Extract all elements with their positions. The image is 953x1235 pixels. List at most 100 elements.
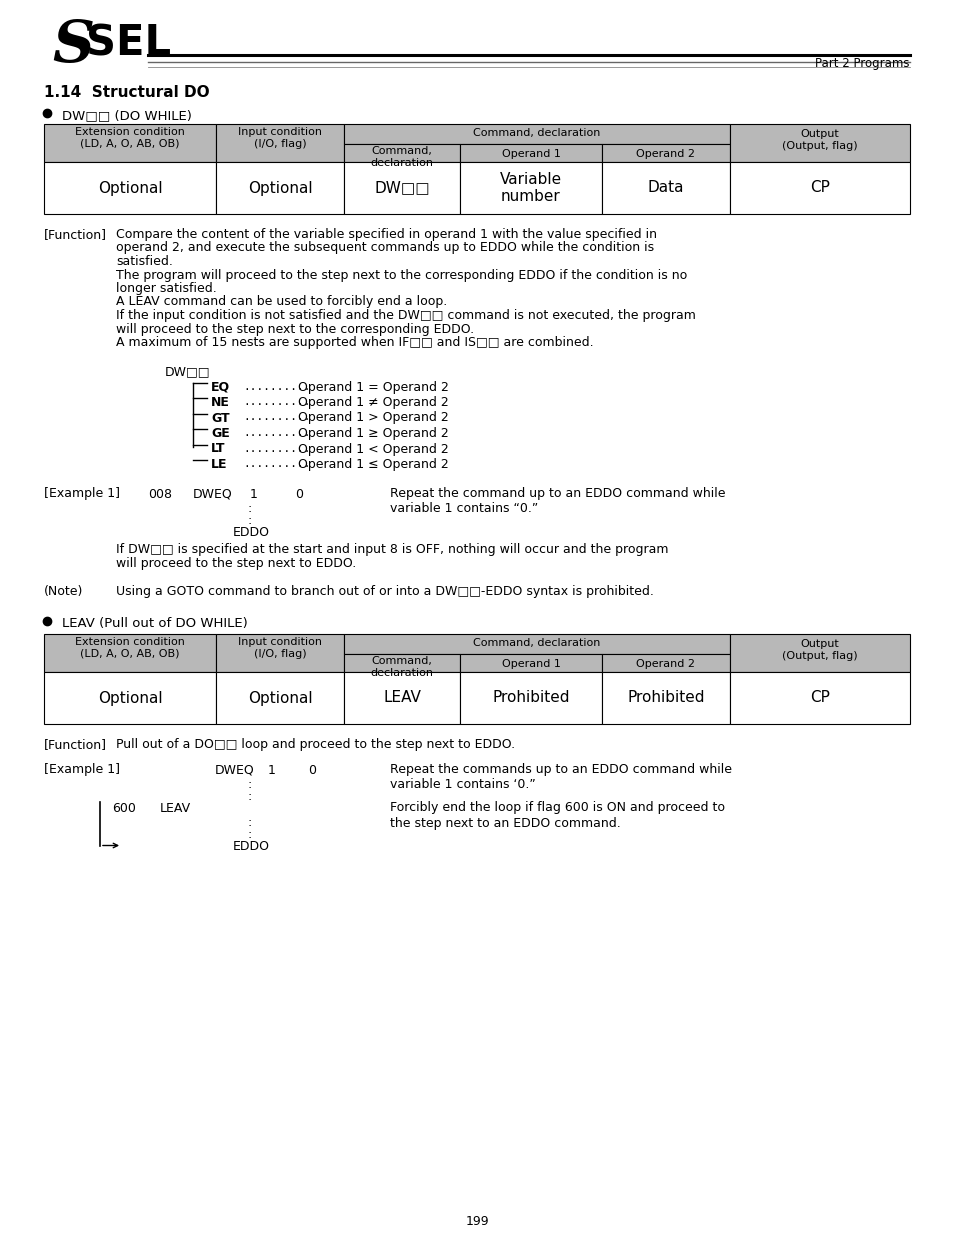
Text: ..........: .......... xyxy=(243,412,310,422)
Text: operand 2, and execute the subsequent commands up to EDDO while the condition is: operand 2, and execute the subsequent co… xyxy=(116,242,654,254)
Text: DWEQ: DWEQ xyxy=(214,763,254,777)
Text: [Example 1]: [Example 1] xyxy=(44,763,120,777)
Text: ..........: .......... xyxy=(243,443,310,453)
Text: CP: CP xyxy=(809,180,829,195)
Text: Operand 1 ≤ Operand 2: Operand 1 ≤ Operand 2 xyxy=(297,458,448,471)
Text: GE: GE xyxy=(211,427,230,440)
Text: [Function]: [Function] xyxy=(44,739,107,751)
Text: Prohibited: Prohibited xyxy=(626,690,704,705)
Text: Input condition
(I/O, flag): Input condition (I/O, flag) xyxy=(237,637,322,658)
Text: LEAV (Pull out of DO WHILE): LEAV (Pull out of DO WHILE) xyxy=(62,618,248,630)
Text: :: : xyxy=(248,816,252,830)
Text: (Note): (Note) xyxy=(44,584,83,598)
Text: A LEAV command can be used to forcibly end a loop.: A LEAV command can be used to forcibly e… xyxy=(116,295,447,309)
Bar xyxy=(729,634,909,672)
Bar xyxy=(215,634,344,672)
Bar xyxy=(44,124,215,162)
Text: will proceed to the step next to the corresponding EDDO.: will proceed to the step next to the cor… xyxy=(116,322,474,336)
Text: 1.14  Structural DO: 1.14 Structural DO xyxy=(44,85,210,100)
Text: Operand 1 ≠ Operand 2: Operand 1 ≠ Operand 2 xyxy=(297,396,448,409)
Bar xyxy=(344,672,459,724)
Bar xyxy=(459,672,601,724)
Text: S: S xyxy=(52,19,94,74)
Bar xyxy=(344,124,729,144)
Text: 1: 1 xyxy=(268,763,275,777)
Text: Command,
declaration: Command, declaration xyxy=(370,656,433,678)
Text: Extension condition
(LD, A, O, AB, OB): Extension condition (LD, A, O, AB, OB) xyxy=(75,637,185,658)
Text: NE: NE xyxy=(211,396,230,409)
Text: EDDO: EDDO xyxy=(233,840,270,852)
Bar xyxy=(459,144,601,162)
Text: Operand 2: Operand 2 xyxy=(636,659,695,669)
Text: Using a GOTO command to branch out of or into a DW□□-EDDO syntax is prohibited.: Using a GOTO command to branch out of or… xyxy=(116,584,653,598)
Text: Operand 1 = Operand 2: Operand 1 = Operand 2 xyxy=(297,380,449,394)
Text: Command,
declaration: Command, declaration xyxy=(370,146,433,168)
Text: longer satisfied.: longer satisfied. xyxy=(116,282,216,295)
Text: :: : xyxy=(248,789,252,803)
Text: Operand 2: Operand 2 xyxy=(636,149,695,159)
Text: LEAV: LEAV xyxy=(160,802,191,815)
Text: Forcibly end the loop if flag 600 is ON and proceed to
the step next to an EDDO : Forcibly end the loop if flag 600 is ON … xyxy=(390,802,724,830)
Bar xyxy=(601,672,729,724)
Text: ..........: .......... xyxy=(243,429,310,438)
Bar xyxy=(344,634,729,655)
Bar xyxy=(459,655,601,672)
Text: :: : xyxy=(248,827,252,841)
Bar xyxy=(44,672,215,724)
Text: EQ: EQ xyxy=(211,380,230,394)
Text: CP: CP xyxy=(809,690,829,705)
Text: :: : xyxy=(248,503,252,515)
Text: 0: 0 xyxy=(308,763,315,777)
Text: Command, declaration: Command, declaration xyxy=(473,638,600,648)
Text: SEL: SEL xyxy=(86,22,171,64)
Bar xyxy=(729,124,909,162)
Text: [Function]: [Function] xyxy=(44,228,107,241)
Text: Data: Data xyxy=(647,180,683,195)
Text: ..........: .......... xyxy=(243,459,310,469)
Text: Operand 1 < Operand 2: Operand 1 < Operand 2 xyxy=(297,442,448,456)
Text: will proceed to the step next to EDDO.: will proceed to the step next to EDDO. xyxy=(116,557,355,571)
Bar xyxy=(344,144,459,162)
Text: Pull out of a DO□□ loop and proceed to the step next to EDDO.: Pull out of a DO□□ loop and proceed to t… xyxy=(116,739,515,751)
Bar xyxy=(344,162,459,214)
Text: DW□□: DW□□ xyxy=(165,366,211,378)
Bar xyxy=(44,634,215,672)
Bar xyxy=(215,672,344,724)
Text: Variable
number: Variable number xyxy=(499,172,561,204)
Bar xyxy=(215,124,344,162)
Text: Extension condition
(LD, A, O, AB, OB): Extension condition (LD, A, O, AB, OB) xyxy=(75,127,185,148)
Text: Input condition
(I/O, flag): Input condition (I/O, flag) xyxy=(237,127,322,148)
Text: Operand 1 ≥ Operand 2: Operand 1 ≥ Operand 2 xyxy=(297,427,448,440)
Bar xyxy=(729,162,909,214)
Text: Operand 1 > Operand 2: Operand 1 > Operand 2 xyxy=(297,411,448,425)
Text: [Example 1]: [Example 1] xyxy=(44,488,120,500)
Text: 199: 199 xyxy=(465,1215,488,1228)
Bar xyxy=(344,655,459,672)
Bar xyxy=(459,162,601,214)
Bar xyxy=(729,672,909,724)
Text: Part 2 Programs: Part 2 Programs xyxy=(815,57,909,70)
Text: EDDO: EDDO xyxy=(233,526,270,538)
Text: satisfied.: satisfied. xyxy=(116,254,172,268)
Text: Optional: Optional xyxy=(97,180,162,195)
Bar xyxy=(601,162,729,214)
Text: Output
(Output, flag): Output (Output, flag) xyxy=(781,128,857,151)
Text: Prohibited: Prohibited xyxy=(492,690,569,705)
Bar xyxy=(601,655,729,672)
Text: Optional: Optional xyxy=(248,180,312,195)
Text: The program will proceed to the step next to the corresponding EDDO if the condi: The program will proceed to the step nex… xyxy=(116,268,686,282)
Text: Repeat the command up to an EDDO command while
variable 1 contains “0.”: Repeat the command up to an EDDO command… xyxy=(390,488,724,515)
Text: ..........: .......... xyxy=(243,396,310,408)
Text: GT: GT xyxy=(211,411,230,425)
Text: LEAV: LEAV xyxy=(383,690,420,705)
Text: If DW□□ is specified at the start and input 8 is OFF, nothing will occur and the: If DW□□ is specified at the start and in… xyxy=(116,543,668,557)
Text: DWEQ: DWEQ xyxy=(193,488,233,500)
Text: Operand 1: Operand 1 xyxy=(501,149,559,159)
Text: LT: LT xyxy=(211,442,225,456)
Text: ..........: .......... xyxy=(243,382,310,391)
Text: 008: 008 xyxy=(148,488,172,500)
Bar xyxy=(601,144,729,162)
Text: :: : xyxy=(248,514,252,526)
Text: 0: 0 xyxy=(294,488,303,500)
Text: :: : xyxy=(248,778,252,792)
